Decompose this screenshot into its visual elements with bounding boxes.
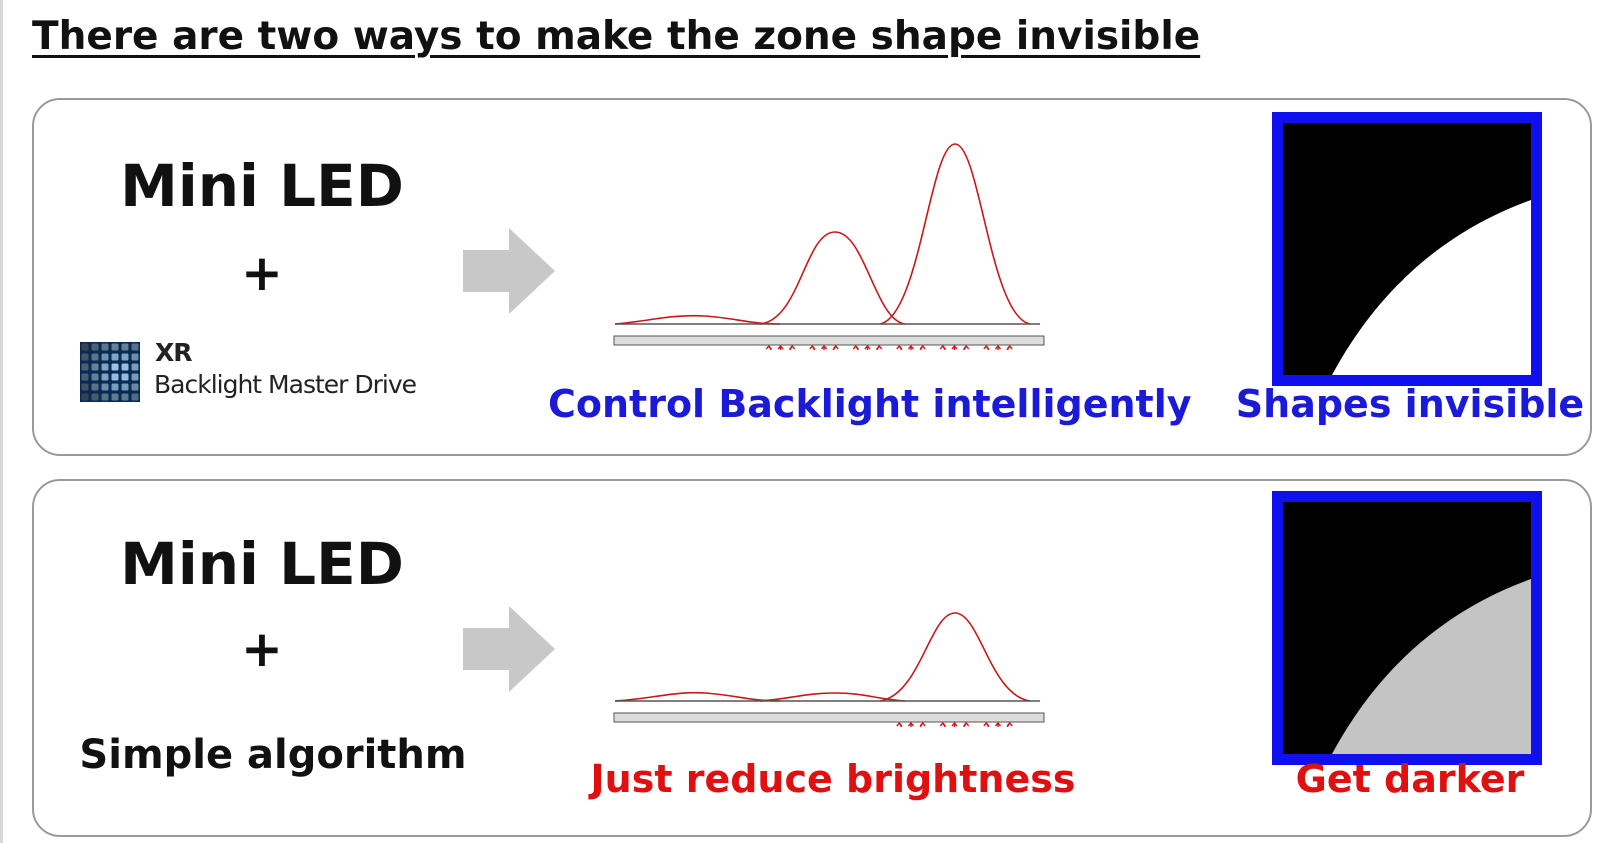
backlight-diagram (613, 143, 1045, 350)
light-ray-icon (777, 344, 784, 350)
xr-grid-cell (101, 383, 109, 391)
light-curve-peak (879, 143, 1031, 325)
xr-grid-cell (121, 393, 129, 401)
xr-grid-cell (131, 393, 139, 401)
light-ray-icon (919, 344, 926, 350)
light-curve-medium (759, 231, 906, 325)
xr-grid-cell (111, 363, 119, 371)
xr-grid-cell (101, 353, 109, 361)
light-ray-icon (919, 721, 926, 727)
light-ray-icon (994, 344, 1002, 350)
page-edge (0, 0, 3, 843)
logo-line1: XR (155, 338, 193, 367)
plus-sign: + (241, 620, 283, 678)
xr-grid-cell (111, 373, 119, 381)
caption-control-backlight: Control Backlight intelligently (548, 382, 1192, 426)
tech-title: Mini LED (120, 152, 404, 220)
xr-grid-cell (131, 343, 139, 351)
light-ray-icon (875, 344, 883, 350)
xr-grid-cell (81, 353, 89, 361)
backlight-diagram (613, 612, 1045, 727)
light-ray-icon (864, 344, 871, 350)
light-curve-small-2 (759, 692, 906, 702)
xr-grid-cell (121, 343, 129, 351)
result-image-darker (1272, 491, 1542, 765)
light-ray-icon (994, 721, 1002, 727)
light-ray-icon (983, 344, 990, 350)
xr-grid-cell (91, 393, 99, 401)
light-curve-peak (879, 612, 1031, 702)
xr-grid-cell (91, 383, 99, 391)
light-ray-icon (962, 344, 970, 350)
tech-title: Mini LED (120, 530, 404, 598)
xr-grid-cell (91, 373, 99, 381)
xr-grid-cell (131, 383, 139, 391)
result-image-invisible (1272, 112, 1542, 386)
xr-grid-cell (131, 373, 139, 381)
light-ray-icon (951, 344, 958, 350)
xr-grid-cell (131, 353, 139, 361)
light-ray-icon (1006, 344, 1013, 350)
caption-reduce-brightness: Just reduce brightness (590, 757, 1076, 801)
xr-grid-icon (80, 342, 140, 402)
right-arrow-icon (463, 228, 555, 314)
logo-line2: Backlight Master Drive (154, 370, 417, 399)
light-curve-small (614, 314, 781, 325)
light-curve-small-1 (614, 691, 781, 702)
xr-grid-cell (81, 343, 89, 351)
light-ray-icon (939, 344, 947, 350)
xr-grid-cell (101, 363, 109, 371)
xr-grid-cell (121, 353, 129, 361)
diffuser-plate (613, 712, 1045, 723)
xr-backlight-master-drive-logo: XR Backlight Master Drive (80, 338, 460, 408)
xr-grid-cell (111, 343, 119, 351)
light-ray-icon (907, 721, 915, 727)
xr-grid-cell (81, 373, 89, 381)
plus-sign: + (241, 244, 283, 302)
light-ray-icon (809, 344, 816, 350)
light-ray-icon (788, 344, 796, 350)
caption-result-invisible: Shapes invisible (1235, 382, 1585, 426)
light-ray-icon (907, 344, 915, 350)
light-ray-icon (896, 721, 903, 727)
xr-grid-cell (111, 353, 119, 361)
xr-grid-cell (81, 363, 89, 371)
xr-grid-cell (101, 393, 109, 401)
light-ray-icon (852, 344, 860, 350)
light-ray-icon (1006, 721, 1013, 727)
light-ray-icon (820, 344, 828, 350)
light-ray-icon (765, 344, 773, 350)
xr-grid-cell (121, 363, 129, 371)
xr-grid-cell (121, 383, 129, 391)
right-arrow-icon (463, 606, 555, 692)
light-ray-icon (939, 721, 947, 727)
diffuser-plate (613, 335, 1045, 346)
xr-grid-cell (121, 373, 129, 381)
xr-grid-cell (81, 393, 89, 401)
page-title: There are two ways to make the zone shap… (32, 14, 1201, 59)
light-ray-icon (983, 721, 990, 727)
xr-grid-cell (101, 373, 109, 381)
light-ray-icon (951, 721, 958, 727)
xr-grid-cell (101, 343, 109, 351)
xr-grid-cell (111, 383, 119, 391)
light-ray-icon (896, 344, 903, 350)
method-label: Simple algorithm (79, 732, 467, 778)
xr-grid-cell (111, 393, 119, 401)
xr-grid-cell (91, 343, 99, 351)
light-ray-icon (832, 344, 839, 350)
xr-grid-cell (131, 363, 139, 371)
light-ray-icon (962, 721, 970, 727)
xr-grid-cell (91, 363, 99, 371)
caption-result-darker: Get darker (1295, 757, 1525, 801)
xr-grid-cell (91, 353, 99, 361)
xr-grid-cell (81, 383, 89, 391)
